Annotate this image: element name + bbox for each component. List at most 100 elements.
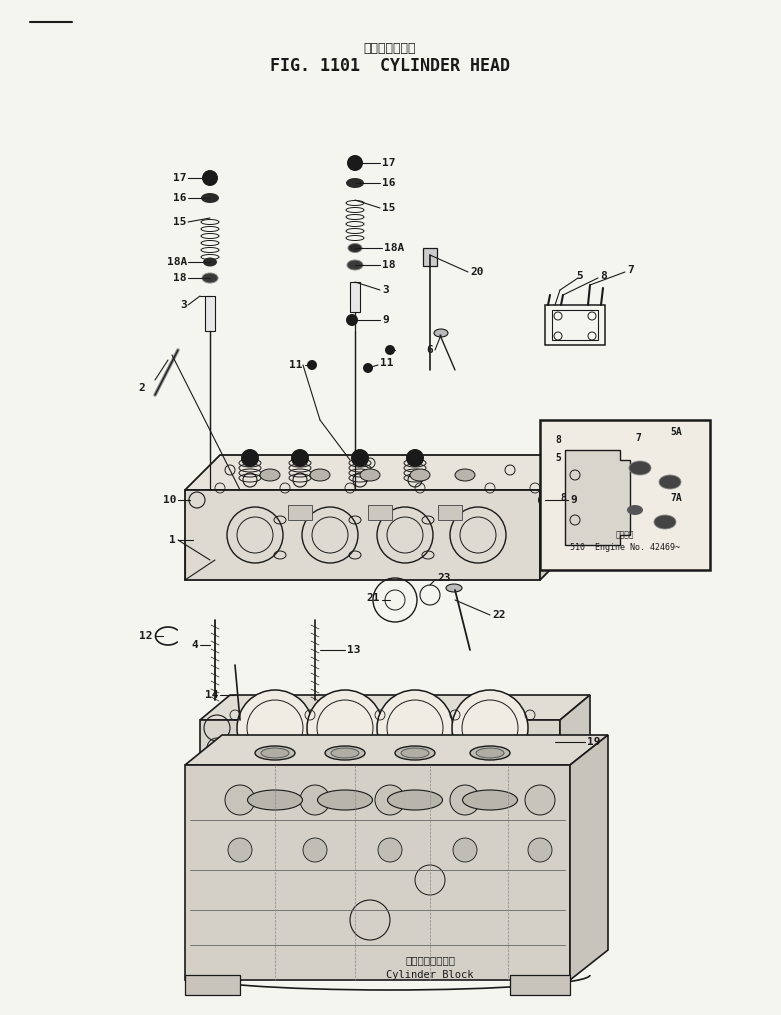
Text: 13: 13 xyxy=(347,645,361,655)
Ellipse shape xyxy=(201,193,219,203)
Bar xyxy=(205,296,215,331)
Ellipse shape xyxy=(462,790,518,810)
Ellipse shape xyxy=(387,790,443,810)
Circle shape xyxy=(225,785,255,815)
Polygon shape xyxy=(185,735,608,765)
Polygon shape xyxy=(540,455,575,580)
Ellipse shape xyxy=(348,244,362,253)
Circle shape xyxy=(300,785,330,815)
Ellipse shape xyxy=(331,748,359,758)
Text: 10: 10 xyxy=(162,495,176,505)
Ellipse shape xyxy=(627,505,643,515)
Text: 18: 18 xyxy=(382,260,395,270)
Polygon shape xyxy=(185,975,240,995)
Text: シリンダブロック: シリンダブロック xyxy=(405,955,455,965)
Polygon shape xyxy=(185,765,570,980)
Text: 18: 18 xyxy=(173,273,187,283)
Text: 1: 1 xyxy=(169,535,176,545)
Polygon shape xyxy=(565,450,630,545)
Circle shape xyxy=(307,360,317,370)
Text: 7A: 7A xyxy=(670,493,682,503)
Text: 15: 15 xyxy=(382,203,395,213)
Text: 5: 5 xyxy=(555,453,561,463)
Ellipse shape xyxy=(434,329,448,337)
Text: 18A: 18A xyxy=(384,243,405,253)
Text: 5A: 5A xyxy=(670,427,682,437)
Text: 20: 20 xyxy=(470,267,483,277)
Text: 22: 22 xyxy=(492,610,505,620)
Text: 23: 23 xyxy=(437,573,451,583)
Text: 15: 15 xyxy=(173,217,187,227)
Bar xyxy=(540,420,710,570)
Circle shape xyxy=(375,785,405,815)
Ellipse shape xyxy=(470,746,510,760)
Text: シリンダヘッド: シリンダヘッド xyxy=(364,42,416,55)
Bar xyxy=(423,248,437,266)
Circle shape xyxy=(303,838,327,862)
Text: 16: 16 xyxy=(173,193,187,203)
Text: 4: 4 xyxy=(191,640,198,650)
Polygon shape xyxy=(185,455,575,490)
Text: 8: 8 xyxy=(555,435,561,445)
Bar xyxy=(350,282,360,312)
Ellipse shape xyxy=(310,469,330,481)
Ellipse shape xyxy=(410,469,430,481)
Circle shape xyxy=(351,449,369,467)
Ellipse shape xyxy=(261,748,289,758)
Text: 510  Engine No. 42469~: 510 Engine No. 42469~ xyxy=(570,543,680,552)
Ellipse shape xyxy=(401,748,429,758)
Ellipse shape xyxy=(446,584,462,592)
Circle shape xyxy=(228,838,252,862)
Text: 14: 14 xyxy=(205,690,218,700)
Ellipse shape xyxy=(255,746,295,760)
Text: 19: 19 xyxy=(587,737,601,747)
Polygon shape xyxy=(200,720,560,760)
Text: 11: 11 xyxy=(290,360,303,370)
Ellipse shape xyxy=(325,746,365,760)
Circle shape xyxy=(378,838,402,862)
Ellipse shape xyxy=(346,178,364,188)
Polygon shape xyxy=(185,490,540,580)
Polygon shape xyxy=(510,975,570,995)
Text: Cylinder Block: Cylinder Block xyxy=(387,970,474,980)
Text: 8: 8 xyxy=(600,271,607,281)
Circle shape xyxy=(453,838,477,862)
Circle shape xyxy=(538,493,552,508)
Circle shape xyxy=(385,345,395,355)
Ellipse shape xyxy=(203,258,217,267)
Text: 12: 12 xyxy=(140,631,153,641)
Ellipse shape xyxy=(228,719,248,727)
Text: 5: 5 xyxy=(576,271,583,281)
Circle shape xyxy=(363,363,373,373)
Circle shape xyxy=(528,838,552,862)
Text: 11: 11 xyxy=(380,358,394,368)
Circle shape xyxy=(241,449,259,467)
Bar xyxy=(368,505,392,520)
Ellipse shape xyxy=(360,469,380,481)
Ellipse shape xyxy=(304,697,326,707)
Text: 16: 16 xyxy=(382,178,395,188)
Ellipse shape xyxy=(395,746,435,760)
Circle shape xyxy=(347,155,363,171)
Text: 7: 7 xyxy=(635,433,641,443)
Circle shape xyxy=(452,690,528,766)
Bar xyxy=(288,505,312,520)
Circle shape xyxy=(346,314,358,326)
Bar xyxy=(438,505,462,520)
Text: 適用番号: 適用番号 xyxy=(615,531,634,540)
Circle shape xyxy=(202,170,218,186)
Ellipse shape xyxy=(260,469,280,481)
Polygon shape xyxy=(560,695,590,760)
Text: 17: 17 xyxy=(382,158,395,168)
Ellipse shape xyxy=(318,790,373,810)
Text: 3: 3 xyxy=(382,285,389,295)
Ellipse shape xyxy=(347,260,363,270)
Ellipse shape xyxy=(248,790,302,810)
Ellipse shape xyxy=(654,515,676,529)
Text: 17: 17 xyxy=(173,173,187,183)
Circle shape xyxy=(525,785,555,815)
Ellipse shape xyxy=(659,475,681,489)
Text: 2: 2 xyxy=(138,383,145,393)
Text: 18A: 18A xyxy=(167,257,187,267)
Text: 3: 3 xyxy=(180,300,187,310)
